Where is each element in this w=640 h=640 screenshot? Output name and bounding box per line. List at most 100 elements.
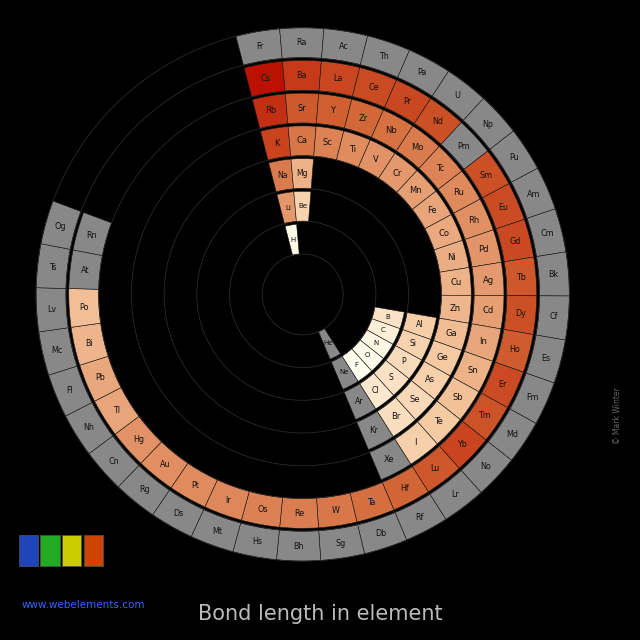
Text: Ni: Ni: [447, 253, 456, 262]
Text: Po: Po: [79, 303, 89, 312]
Text: Er: Er: [499, 380, 507, 388]
Text: Sb: Sb: [452, 393, 463, 403]
Text: Cu: Cu: [450, 278, 461, 287]
Wedge shape: [419, 147, 462, 189]
Wedge shape: [483, 184, 524, 229]
Wedge shape: [191, 509, 241, 552]
Text: Rb: Rb: [266, 106, 277, 115]
Wedge shape: [439, 421, 486, 468]
Text: Sr: Sr: [298, 104, 307, 113]
Wedge shape: [371, 110, 413, 151]
Wedge shape: [71, 323, 108, 365]
Text: Pb: Pb: [95, 373, 105, 382]
Wedge shape: [244, 61, 285, 97]
Wedge shape: [141, 442, 188, 488]
Wedge shape: [377, 397, 415, 436]
Text: Ba: Ba: [297, 71, 307, 80]
Wedge shape: [434, 241, 469, 272]
Text: Zn: Zn: [450, 303, 461, 312]
Text: Hs: Hs: [252, 538, 262, 547]
Wedge shape: [260, 127, 291, 160]
Wedge shape: [441, 122, 488, 170]
Wedge shape: [527, 209, 566, 257]
FancyBboxPatch shape: [19, 534, 38, 566]
Wedge shape: [352, 340, 383, 371]
Text: Rh: Rh: [468, 216, 479, 225]
Text: Yb: Yb: [458, 440, 467, 449]
Wedge shape: [73, 212, 111, 255]
Wedge shape: [397, 170, 436, 209]
Wedge shape: [417, 401, 460, 444]
Text: Cs: Cs: [261, 74, 271, 83]
Text: Np: Np: [483, 120, 493, 129]
Wedge shape: [511, 168, 556, 218]
Wedge shape: [438, 171, 480, 213]
Wedge shape: [38, 328, 77, 375]
Wedge shape: [321, 29, 367, 65]
Text: Li: Li: [285, 205, 291, 211]
Text: Tl: Tl: [113, 406, 120, 415]
Wedge shape: [36, 288, 68, 332]
Wedge shape: [41, 201, 81, 250]
Text: Mn: Mn: [410, 186, 422, 195]
Wedge shape: [472, 262, 504, 296]
Wedge shape: [360, 330, 393, 358]
Text: Na: Na: [277, 171, 287, 180]
Wedge shape: [367, 319, 400, 344]
Wedge shape: [236, 29, 282, 65]
Wedge shape: [65, 403, 113, 454]
Text: Pr: Pr: [403, 97, 411, 106]
Wedge shape: [430, 470, 481, 520]
Wedge shape: [152, 490, 204, 536]
Wedge shape: [490, 131, 538, 182]
Wedge shape: [440, 268, 471, 296]
Text: Xe: Xe: [384, 455, 395, 464]
Text: V: V: [373, 155, 379, 164]
Text: Au: Au: [159, 460, 170, 469]
Text: Ir: Ir: [225, 496, 231, 505]
Wedge shape: [452, 351, 493, 392]
Wedge shape: [397, 50, 449, 96]
Wedge shape: [115, 416, 161, 463]
Wedge shape: [356, 412, 393, 449]
Text: La: La: [333, 74, 343, 83]
Wedge shape: [412, 191, 451, 228]
Text: Nh: Nh: [84, 423, 95, 432]
Text: Tb: Tb: [516, 273, 526, 282]
Wedge shape: [277, 192, 296, 223]
Wedge shape: [317, 493, 357, 528]
Text: Am: Am: [527, 189, 540, 198]
Wedge shape: [319, 328, 340, 359]
Text: Ar: Ar: [355, 397, 363, 406]
Text: Bond length in element: Bond length in element: [198, 604, 442, 625]
Wedge shape: [36, 244, 70, 289]
Text: Gd: Gd: [509, 237, 521, 246]
Text: Mt: Mt: [212, 527, 222, 536]
Text: Mg: Mg: [296, 169, 308, 178]
Text: www.webelements.com: www.webelements.com: [22, 600, 145, 610]
Wedge shape: [233, 523, 280, 560]
Wedge shape: [319, 525, 365, 561]
Wedge shape: [205, 480, 249, 520]
Text: Pu: Pu: [509, 153, 518, 162]
Wedge shape: [395, 422, 437, 464]
Text: Eu: Eu: [499, 203, 509, 212]
Wedge shape: [276, 530, 321, 561]
Text: S: S: [388, 372, 393, 381]
Text: Bk: Bk: [548, 271, 559, 280]
Text: F: F: [354, 362, 358, 367]
Text: Pm: Pm: [458, 142, 470, 151]
Wedge shape: [342, 349, 372, 381]
Text: Ta: Ta: [367, 498, 375, 507]
Wedge shape: [495, 330, 533, 372]
Text: Ra: Ra: [297, 38, 307, 47]
Text: Cl: Cl: [372, 386, 380, 395]
Wedge shape: [403, 312, 436, 340]
Wedge shape: [510, 373, 554, 424]
Text: Fe: Fe: [427, 206, 436, 215]
Text: O: O: [364, 352, 370, 358]
Text: Mo: Mo: [411, 143, 424, 152]
Wedge shape: [314, 127, 344, 160]
Wedge shape: [80, 356, 121, 401]
Wedge shape: [344, 99, 383, 138]
